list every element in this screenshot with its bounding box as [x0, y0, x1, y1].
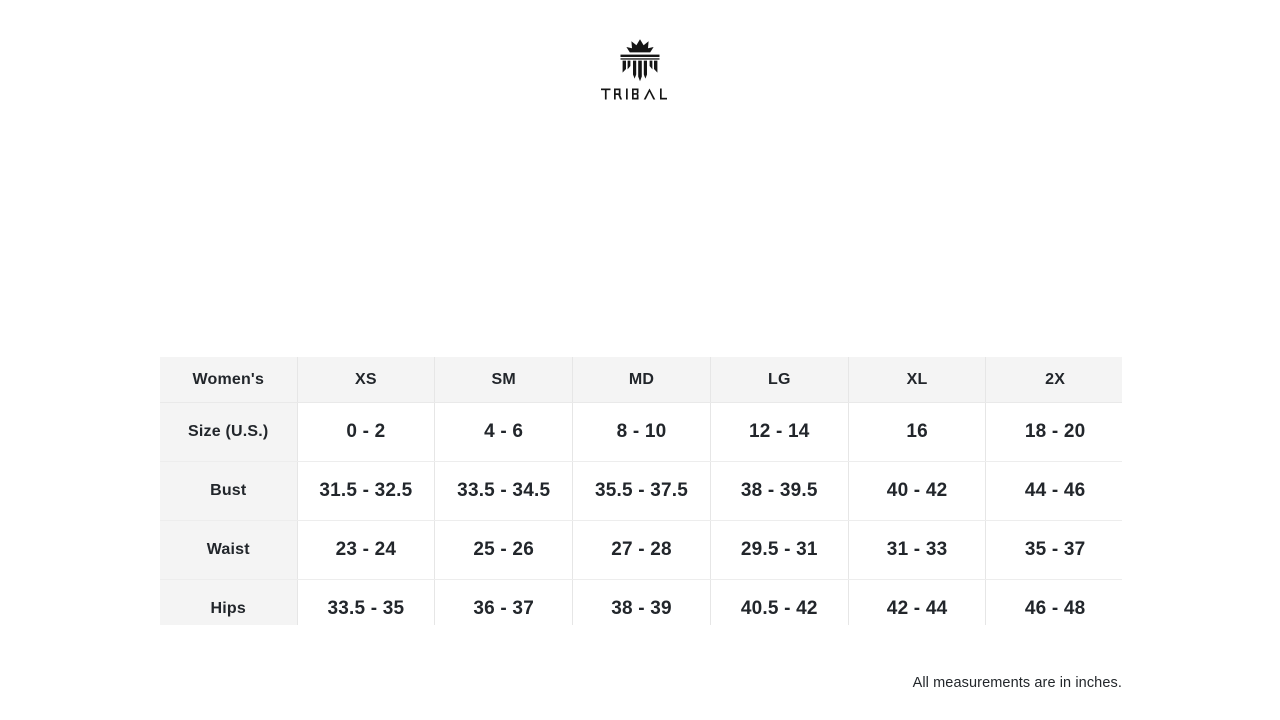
cell-waist-xs: 23 - 24 — [297, 520, 436, 580]
cell-size-us-xs: 0 - 2 — [297, 402, 436, 462]
cell-bust-md: 35.5 - 37.5 — [572, 461, 711, 521]
cell-hips-2x: 46 - 48 — [985, 579, 1122, 625]
cell-size-us-lg: 12 - 14 — [710, 402, 849, 462]
cell-size-us-sm: 4 - 6 — [434, 402, 574, 462]
column-header-2x: 2X — [985, 357, 1122, 403]
cell-hips-lg: 40.5 - 42 — [710, 579, 849, 625]
table-row: Bust 31.5 - 32.5 33.5 - 34.5 35.5 - 37.5… — [160, 461, 1122, 521]
cell-waist-sm: 25 - 26 — [434, 520, 574, 580]
table-row: Size (U.S.) 0 - 2 4 - 6 8 - 10 12 - 14 1… — [160, 402, 1122, 462]
cell-hips-xs: 33.5 - 35 — [297, 579, 436, 625]
cell-size-us-xl: 16 — [848, 402, 987, 462]
size-chart-table: Women's XS SM MD LG XL 2X Size (U.S.) 0 … — [160, 357, 1122, 625]
cell-hips-xl: 42 - 44 — [848, 579, 987, 625]
brand-logo — [0, 36, 1280, 101]
measurement-units-note: All measurements are in inches. — [912, 675, 1122, 691]
column-header-sm: SM — [434, 357, 574, 403]
cell-size-us-md: 8 - 10 — [572, 402, 711, 462]
column-header-womens: Women's — [160, 357, 298, 403]
table-header-row: Women's XS SM MD LG XL 2X — [160, 357, 1122, 403]
row-label-bust: Bust — [160, 461, 298, 521]
row-label-size-us: Size (U.S.) — [160, 402, 298, 462]
cell-bust-lg: 38 - 39.5 — [710, 461, 849, 521]
row-label-hips: Hips — [160, 579, 298, 625]
cell-hips-sm: 36 - 37 — [434, 579, 574, 625]
cell-waist-xl: 31 - 33 — [848, 520, 987, 580]
size-chart-table-container: Women's XS SM MD LG XL 2X Size (U.S.) 0 … — [160, 357, 1122, 625]
table-row: Waist 23 - 24 25 - 26 27 - 28 29.5 - 31 … — [160, 520, 1122, 580]
cell-bust-xl: 40 - 42 — [848, 461, 987, 521]
row-label-waist: Waist — [160, 520, 298, 580]
column-header-xl: XL — [848, 357, 987, 403]
cell-waist-lg: 29.5 - 31 — [710, 520, 849, 580]
cell-waist-md: 27 - 28 — [572, 520, 711, 580]
cell-bust-xs: 31.5 - 32.5 — [297, 461, 436, 521]
cell-waist-2x: 35 - 37 — [985, 520, 1122, 580]
cell-size-us-2x: 18 - 20 — [985, 402, 1122, 462]
table-row: Hips 33.5 - 35 36 - 37 38 - 39 40.5 - 42… — [160, 579, 1122, 625]
cell-bust-2x: 44 - 46 — [985, 461, 1122, 521]
cell-bust-sm: 33.5 - 34.5 — [434, 461, 574, 521]
column-header-lg: LG — [710, 357, 849, 403]
tribal-wordmark-icon — [601, 88, 667, 100]
column-header-xs: XS — [297, 357, 436, 403]
cell-hips-md: 38 - 39 — [572, 579, 711, 625]
crown-t-emblem-icon — [620, 39, 660, 82]
column-header-md: MD — [572, 357, 711, 403]
